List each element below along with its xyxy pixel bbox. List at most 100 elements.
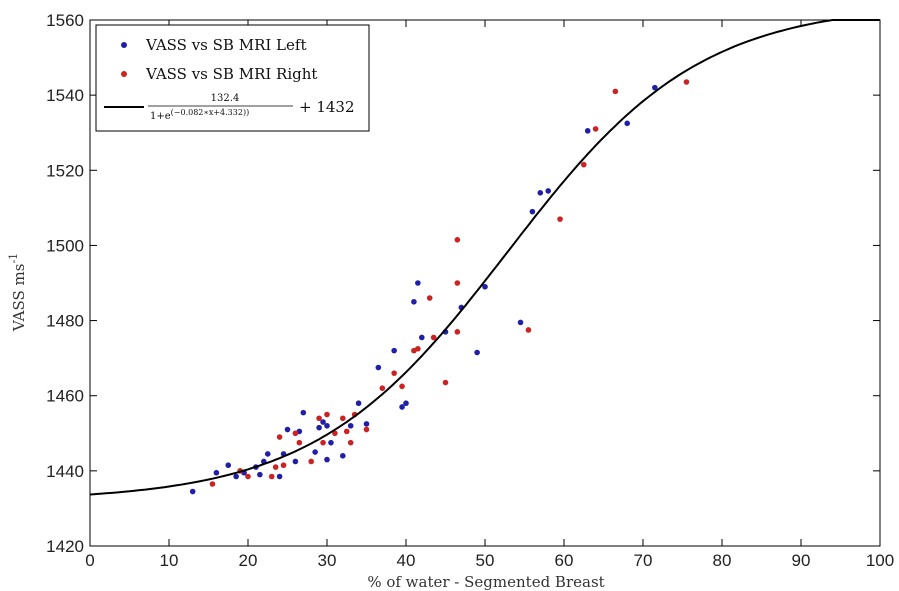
y-axis-label-group: VASS ms-1	[7, 253, 28, 332]
data-point-left	[391, 347, 397, 354]
y-tick-label: 1440	[46, 462, 84, 481]
y-tick-label: 1420	[46, 537, 84, 556]
data-point-right	[292, 430, 299, 437]
data-point-left	[324, 422, 330, 429]
data-point-right	[276, 434, 283, 440]
legend-label-left: VASS vs SB MRI Left	[145, 36, 306, 54]
x-tick-label: 70	[634, 551, 653, 570]
legend-formula-denominator-base: 1+e	[150, 111, 171, 122]
data-point-left	[517, 319, 524, 326]
legend-marker-left	[121, 42, 127, 48]
data-point-right	[347, 439, 354, 446]
data-point-left	[652, 84, 658, 91]
x-tick-label: 60	[555, 551, 574, 570]
data-point-left	[328, 439, 334, 446]
data-point-right	[525, 327, 532, 333]
data-point-right	[332, 430, 338, 437]
legend-formula-suffix: + 1432	[299, 98, 355, 116]
legend-formula-denominator: 1+e(−0.082∗x+4.332))	[150, 108, 249, 122]
data-point-right	[296, 439, 303, 446]
legend: VASS vs SB MRI Left VASS vs SB MRI Right…	[95, 24, 370, 132]
data-point-right	[426, 295, 433, 301]
data-point-right	[209, 481, 216, 487]
x-tick-label: 0	[85, 551, 94, 570]
y-tick-label: 1480	[46, 312, 84, 331]
data-point-right	[399, 383, 405, 390]
data-point-right	[442, 379, 449, 386]
y-tick-label: 1540	[46, 86, 84, 105]
fit-curve	[89, 19, 880, 496]
data-point-left	[225, 462, 232, 469]
legend-label-right: VASS vs SB MRI Right	[145, 65, 317, 83]
data-point-right	[454, 280, 461, 286]
x-tick-label: 50	[476, 551, 495, 570]
axis-ticks: 0 10 20 30 40 50 60 70 80 90 100 1420 1440 1460 1480 15…	[46, 11, 894, 570]
data-point-left	[355, 400, 362, 407]
legend-formula-numerator: 132.4	[211, 93, 240, 104]
data-point-right	[454, 236, 461, 243]
data-point-left	[320, 419, 326, 425]
y-tick-label: 1460	[46, 387, 84, 406]
data-point-left	[233, 473, 239, 480]
data-point-right	[430, 334, 437, 341]
x-tick-label: 20	[239, 551, 258, 570]
data-point-left	[300, 409, 307, 416]
data-point-right	[320, 439, 326, 446]
data-point-left	[284, 426, 291, 433]
data-point-left	[415, 280, 421, 286]
data-point-left	[529, 208, 536, 215]
data-point-left	[474, 349, 480, 356]
x-tick-label: 30	[318, 551, 337, 570]
data-point-right	[454, 329, 461, 335]
data-point-left	[537, 190, 544, 196]
legend-box	[95, 24, 370, 132]
y-axis-label-superscript: -1	[7, 253, 20, 264]
data-point-left	[419, 334, 425, 341]
data-point-left	[375, 364, 382, 371]
data-point-right	[316, 415, 322, 422]
data-point-right	[557, 216, 563, 222]
data-point-left	[411, 298, 417, 305]
data-point-left	[276, 473, 283, 480]
data-point-right	[612, 88, 619, 95]
data-point-left	[584, 128, 591, 134]
data-point-left	[482, 283, 488, 290]
data-point-right	[379, 385, 386, 392]
x-tick-label: 80	[713, 551, 732, 570]
data-point-left	[213, 469, 220, 476]
y-axis-label-text: VASS ms	[10, 264, 28, 333]
data-point-left	[316, 424, 322, 431]
data-point-right	[592, 126, 599, 132]
data-point-right	[340, 415, 346, 422]
data-point-right	[272, 464, 279, 470]
data-point-right	[391, 370, 397, 376]
x-tick-label: 40	[397, 551, 416, 570]
x-tick-label: 100	[866, 551, 894, 570]
y-tick-label: 1500	[46, 236, 84, 255]
data-point-left	[399, 404, 405, 410]
data-point-left	[545, 188, 551, 194]
data-point-left	[264, 451, 271, 457]
data-point-left	[312, 449, 318, 455]
data-point-left	[189, 488, 196, 495]
data-point-left	[324, 456, 330, 463]
data-point-right	[324, 411, 330, 418]
data-point-left	[340, 453, 346, 459]
data-point-right	[580, 161, 587, 168]
y-tick-label: 1520	[46, 161, 84, 180]
data-point-left	[363, 421, 370, 427]
x-axis-label: % of water - Segmented Breast	[367, 573, 604, 591]
data-point-right	[245, 473, 251, 480]
data-point-right	[268, 473, 275, 480]
data-point-right	[363, 426, 370, 433]
data-point-left	[292, 458, 299, 465]
data-point-right	[343, 428, 350, 435]
data-point-left	[403, 400, 409, 407]
legend-formula-exponent: (−0.082∗x+4.332))	[171, 108, 250, 117]
data-point-right	[683, 79, 690, 85]
data-point-right	[308, 458, 315, 465]
data-point-left	[257, 471, 263, 478]
data-point-left	[624, 120, 630, 127]
legend-marker-right	[121, 71, 127, 77]
